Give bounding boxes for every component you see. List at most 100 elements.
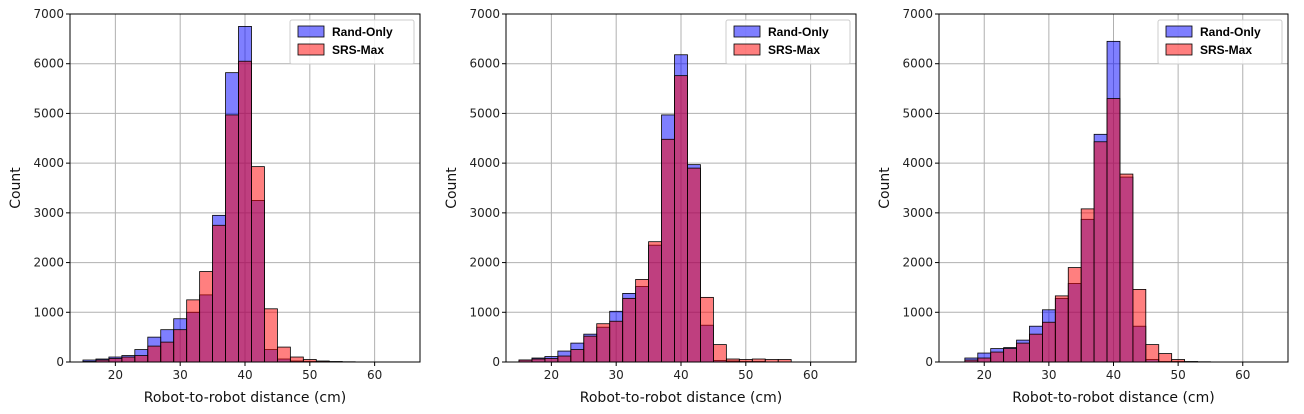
x-tick-label: 20 [108,368,123,382]
bar-srs-max [700,296,714,363]
x-tick-label: 30 [609,368,624,382]
legend-label: SRS-Max [332,43,384,57]
chart-svg: 20 30 40 50 60 0 1000 2000 3000 4000 5000 6000 7000 R… [877,7,1289,406]
x-axis-label: Robot-to-robot distance (cm) [580,390,782,406]
bar-srs-max [1003,348,1017,363]
x-axis-label: Robot-to-robot distance (cm) [1012,390,1214,406]
bar-srs-max [1106,98,1121,363]
histogram-panel-2: 20 30 40 50 60 0 1000 2000 3000 4000 5000 6000 7000 R… [434,0,868,414]
bar-srs-max [1145,344,1160,363]
bar-srs-max [277,346,291,363]
bar-srs-max [687,167,701,363]
bar-srs-max [264,308,278,363]
chart-svg: 20 30 40 50 60 0 1000 2000 3000 4000 5000 6000 7000 R… [8,7,421,406]
y-tick-label: 3000 [902,206,933,220]
bar-srs-max [1093,141,1108,363]
x-tick-label: 40 [237,368,252,382]
y-tick-label: 4000 [902,156,933,170]
bar-srs-max [225,114,239,363]
bar-srs-max [544,358,559,363]
y-tick-label: 2000 [902,256,933,270]
histogram-panel-3: 20 30 40 50 60 0 1000 2000 3000 4000 5000 6000 7000 R… [868,0,1302,414]
bar-srs-max [289,356,304,363]
y-tick-label: 4000 [469,156,500,170]
legend: Rand-Only SRS-Max [1157,19,1283,65]
legend-label: Rand-Only [768,25,829,39]
legend: Rand-Only SRS-Max [289,19,415,65]
y-tick-label: 6000 [33,57,64,71]
bar-srs-max [186,299,201,363]
bar-srs-max [1054,295,1069,363]
y-tick-label: 4000 [33,156,64,170]
y-tick-label: 6000 [469,57,500,71]
axes: 20 30 40 50 60 0 1000 2000 3000 4000 5000 6000 7000 [902,7,1250,382]
x-tick-label: 40 [1106,368,1121,382]
bar-srs-max [199,271,213,363]
bars [82,26,356,363]
bar-srs-max [674,75,688,363]
bar-srs-max [570,349,585,363]
bar-srs-max [596,323,611,363]
bar-srs-max [583,335,598,363]
bars [964,40,1211,363]
legend: Rand-Only SRS-Max [725,19,851,65]
legend-swatch [733,43,761,56]
legend-swatch [1165,43,1193,56]
y-tick-label: 1000 [469,305,500,319]
legend-label: Rand-Only [332,25,393,39]
y-tick-label: 1000 [33,305,64,319]
y-axis-label: Count [877,167,893,209]
chart-svg: 20 30 40 50 60 0 1000 2000 3000 4000 5000 6000 7000 R… [444,7,857,406]
bar-srs-max [1158,353,1173,363]
bar-srs-max [977,357,992,363]
legend-swatch [297,43,325,56]
y-axis-label: Count [444,167,460,209]
bar-srs-max [1132,289,1147,363]
x-tick-label: 50 [302,368,317,382]
y-tick-label: 0 [56,355,64,369]
y-tick-label: 5000 [902,106,933,120]
bar-srs-max [990,351,1005,363]
x-axis-label: Robot-to-robot distance (cm) [144,390,346,406]
bar-srs-max [121,356,136,363]
x-tick-label: 60 [1235,368,1250,382]
bar-srs-max [1080,208,1095,363]
bar-srs-max [648,241,662,363]
y-tick-label: 7000 [33,7,64,21]
bar-srs-max [238,60,252,363]
bar-srs-max [212,224,226,363]
y-tick-label: 5000 [469,106,500,120]
x-tick-label: 30 [173,368,188,382]
x-tick-label: 20 [977,368,992,382]
bar-srs-max [622,297,637,363]
legend-swatch [733,25,761,38]
bar-srs-max [134,355,149,363]
bar-srs-max [1067,267,1082,363]
bar-srs-max [1016,342,1030,363]
bars [518,54,792,363]
bar-srs-max [557,355,572,363]
y-tick-label: 5000 [33,106,64,120]
bar-srs-max [160,341,175,363]
x-tick-label: 50 [738,368,753,382]
y-tick-label: 7000 [902,7,933,21]
bar-srs-max [108,358,123,363]
bar-srs-max [147,345,162,363]
bar-srs-max [1119,173,1134,363]
legend-label: Rand-Only [1200,25,1261,39]
bar-srs-max [1042,321,1056,363]
y-axis-label: Count [8,167,24,209]
axes: 20 30 40 50 60 0 1000 2000 3000 4000 5000 6000 7000 [33,7,382,382]
bar-srs-max [635,279,649,363]
y-tick-label: 3000 [33,206,64,220]
y-tick-label: 7000 [469,7,500,21]
bar-srs-max [661,138,675,363]
x-tick-label: 60 [803,368,818,382]
bar-srs-max [609,320,624,363]
y-tick-label: 2000 [469,256,500,270]
axes: 20 30 40 50 60 0 1000 2000 3000 4000 5000 6000 7000 [469,7,818,382]
bar-srs-max [173,329,188,363]
histogram-panel-1: 20 30 40 50 60 0 1000 2000 3000 4000 5000 6000 7000 R… [0,0,434,414]
x-tick-label: 20 [544,368,559,382]
x-tick-label: 60 [367,368,382,382]
